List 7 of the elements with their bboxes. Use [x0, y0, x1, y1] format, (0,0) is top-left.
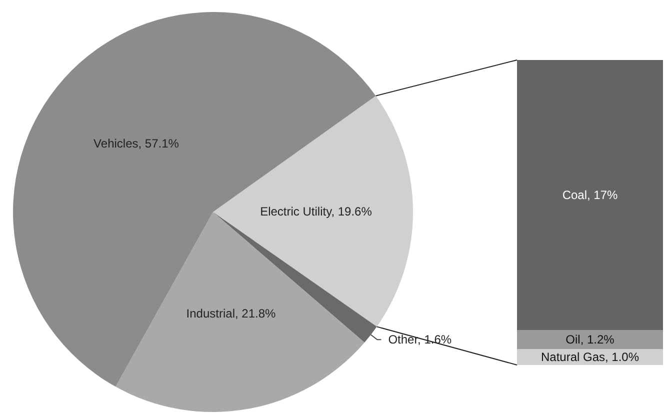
slice-label: Other, 1.6%	[388, 332, 452, 347]
data-label: Coal, 17%	[562, 188, 618, 202]
slice-label: Vehicles, 57.1%	[94, 136, 180, 150]
data-label: Oil, 1.2%	[566, 332, 615, 347]
data-label: Natural Gas, 1.0%	[540, 350, 640, 364]
slice-label: Electric Utility, 19.6%	[260, 204, 372, 219]
slice-label: Industrial, 21.8%	[186, 306, 276, 320]
